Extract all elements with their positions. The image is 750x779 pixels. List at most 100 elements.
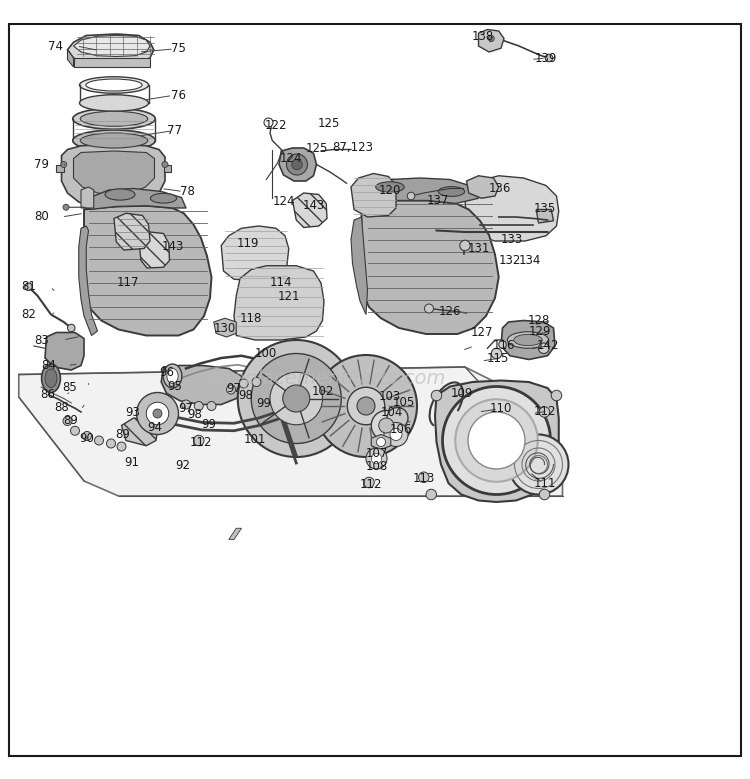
Polygon shape: [368, 178, 478, 203]
Circle shape: [194, 401, 203, 411]
Circle shape: [384, 422, 408, 446]
Text: 98: 98: [238, 389, 254, 402]
Text: 139: 139: [535, 51, 557, 65]
Polygon shape: [362, 196, 499, 334]
Circle shape: [426, 489, 436, 500]
Circle shape: [551, 390, 562, 400]
Text: 85: 85: [62, 381, 77, 393]
Circle shape: [153, 409, 162, 418]
Text: 82: 82: [21, 308, 36, 321]
Circle shape: [539, 489, 550, 500]
Ellipse shape: [80, 77, 148, 93]
Ellipse shape: [80, 133, 148, 148]
Text: 76: 76: [171, 89, 186, 102]
Text: 119: 119: [236, 237, 259, 250]
Text: 125: 125: [317, 117, 340, 130]
Text: 99: 99: [201, 418, 216, 432]
Polygon shape: [114, 213, 150, 250]
Circle shape: [371, 411, 401, 440]
Circle shape: [419, 472, 429, 482]
Circle shape: [468, 412, 525, 469]
Polygon shape: [478, 30, 504, 52]
Text: 109: 109: [451, 386, 473, 400]
Circle shape: [61, 161, 67, 167]
Circle shape: [364, 478, 374, 488]
Text: 131: 131: [467, 242, 490, 255]
Text: 74: 74: [48, 40, 63, 52]
Polygon shape: [214, 319, 236, 337]
Polygon shape: [161, 365, 244, 404]
Text: 103: 103: [379, 390, 401, 404]
Circle shape: [292, 159, 302, 170]
Text: 132: 132: [499, 254, 521, 267]
Circle shape: [68, 324, 75, 332]
Circle shape: [545, 55, 553, 62]
Ellipse shape: [73, 108, 155, 129]
Circle shape: [226, 385, 236, 394]
Text: 94: 94: [147, 421, 162, 434]
Circle shape: [238, 340, 355, 457]
Circle shape: [455, 400, 538, 481]
Ellipse shape: [73, 130, 155, 151]
Polygon shape: [84, 206, 212, 336]
Ellipse shape: [150, 193, 177, 203]
Circle shape: [539, 407, 550, 418]
Polygon shape: [74, 58, 150, 67]
Circle shape: [509, 435, 568, 495]
Text: 89: 89: [116, 428, 130, 441]
Ellipse shape: [166, 368, 178, 383]
Polygon shape: [371, 435, 391, 449]
Text: 121: 121: [278, 290, 300, 303]
Polygon shape: [45, 333, 84, 370]
Text: 104: 104: [380, 406, 403, 418]
Text: 99: 99: [256, 397, 272, 411]
Text: 80: 80: [34, 210, 49, 224]
Polygon shape: [465, 176, 559, 241]
Polygon shape: [139, 232, 170, 268]
Ellipse shape: [514, 334, 542, 346]
Polygon shape: [501, 320, 555, 359]
Circle shape: [264, 118, 273, 127]
Text: 97: 97: [178, 402, 194, 414]
Circle shape: [70, 426, 80, 435]
Text: 77: 77: [166, 124, 182, 137]
Ellipse shape: [45, 369, 57, 388]
Circle shape: [182, 400, 190, 409]
Text: 127: 127: [470, 326, 493, 339]
Text: 129: 129: [529, 325, 551, 337]
Ellipse shape: [80, 95, 148, 111]
Polygon shape: [164, 164, 171, 172]
Circle shape: [146, 402, 169, 425]
Text: 98: 98: [188, 408, 202, 421]
Text: 106: 106: [389, 423, 412, 435]
Text: 111: 111: [533, 477, 556, 490]
Circle shape: [460, 240, 470, 251]
Circle shape: [499, 340, 506, 348]
Text: 113: 113: [413, 472, 435, 485]
Circle shape: [347, 387, 385, 425]
Polygon shape: [279, 148, 316, 181]
Text: 96: 96: [160, 366, 175, 379]
Polygon shape: [90, 189, 186, 210]
Text: 100: 100: [254, 347, 277, 360]
Ellipse shape: [376, 182, 404, 192]
Polygon shape: [68, 50, 74, 67]
Polygon shape: [68, 34, 154, 65]
Text: 107: 107: [365, 446, 388, 460]
Circle shape: [252, 378, 261, 386]
Text: 124: 124: [280, 152, 302, 165]
Circle shape: [315, 355, 417, 457]
Circle shape: [424, 304, 433, 313]
Polygon shape: [122, 418, 158, 446]
Circle shape: [376, 438, 386, 446]
Polygon shape: [234, 266, 324, 340]
Ellipse shape: [164, 364, 182, 388]
Text: 124: 124: [272, 195, 295, 208]
Polygon shape: [74, 36, 150, 57]
Text: 83: 83: [34, 333, 49, 347]
Polygon shape: [435, 380, 559, 502]
Polygon shape: [74, 151, 154, 195]
Text: 108: 108: [365, 460, 388, 474]
Text: 128: 128: [527, 314, 550, 327]
Text: 87,123: 87,123: [332, 142, 373, 154]
